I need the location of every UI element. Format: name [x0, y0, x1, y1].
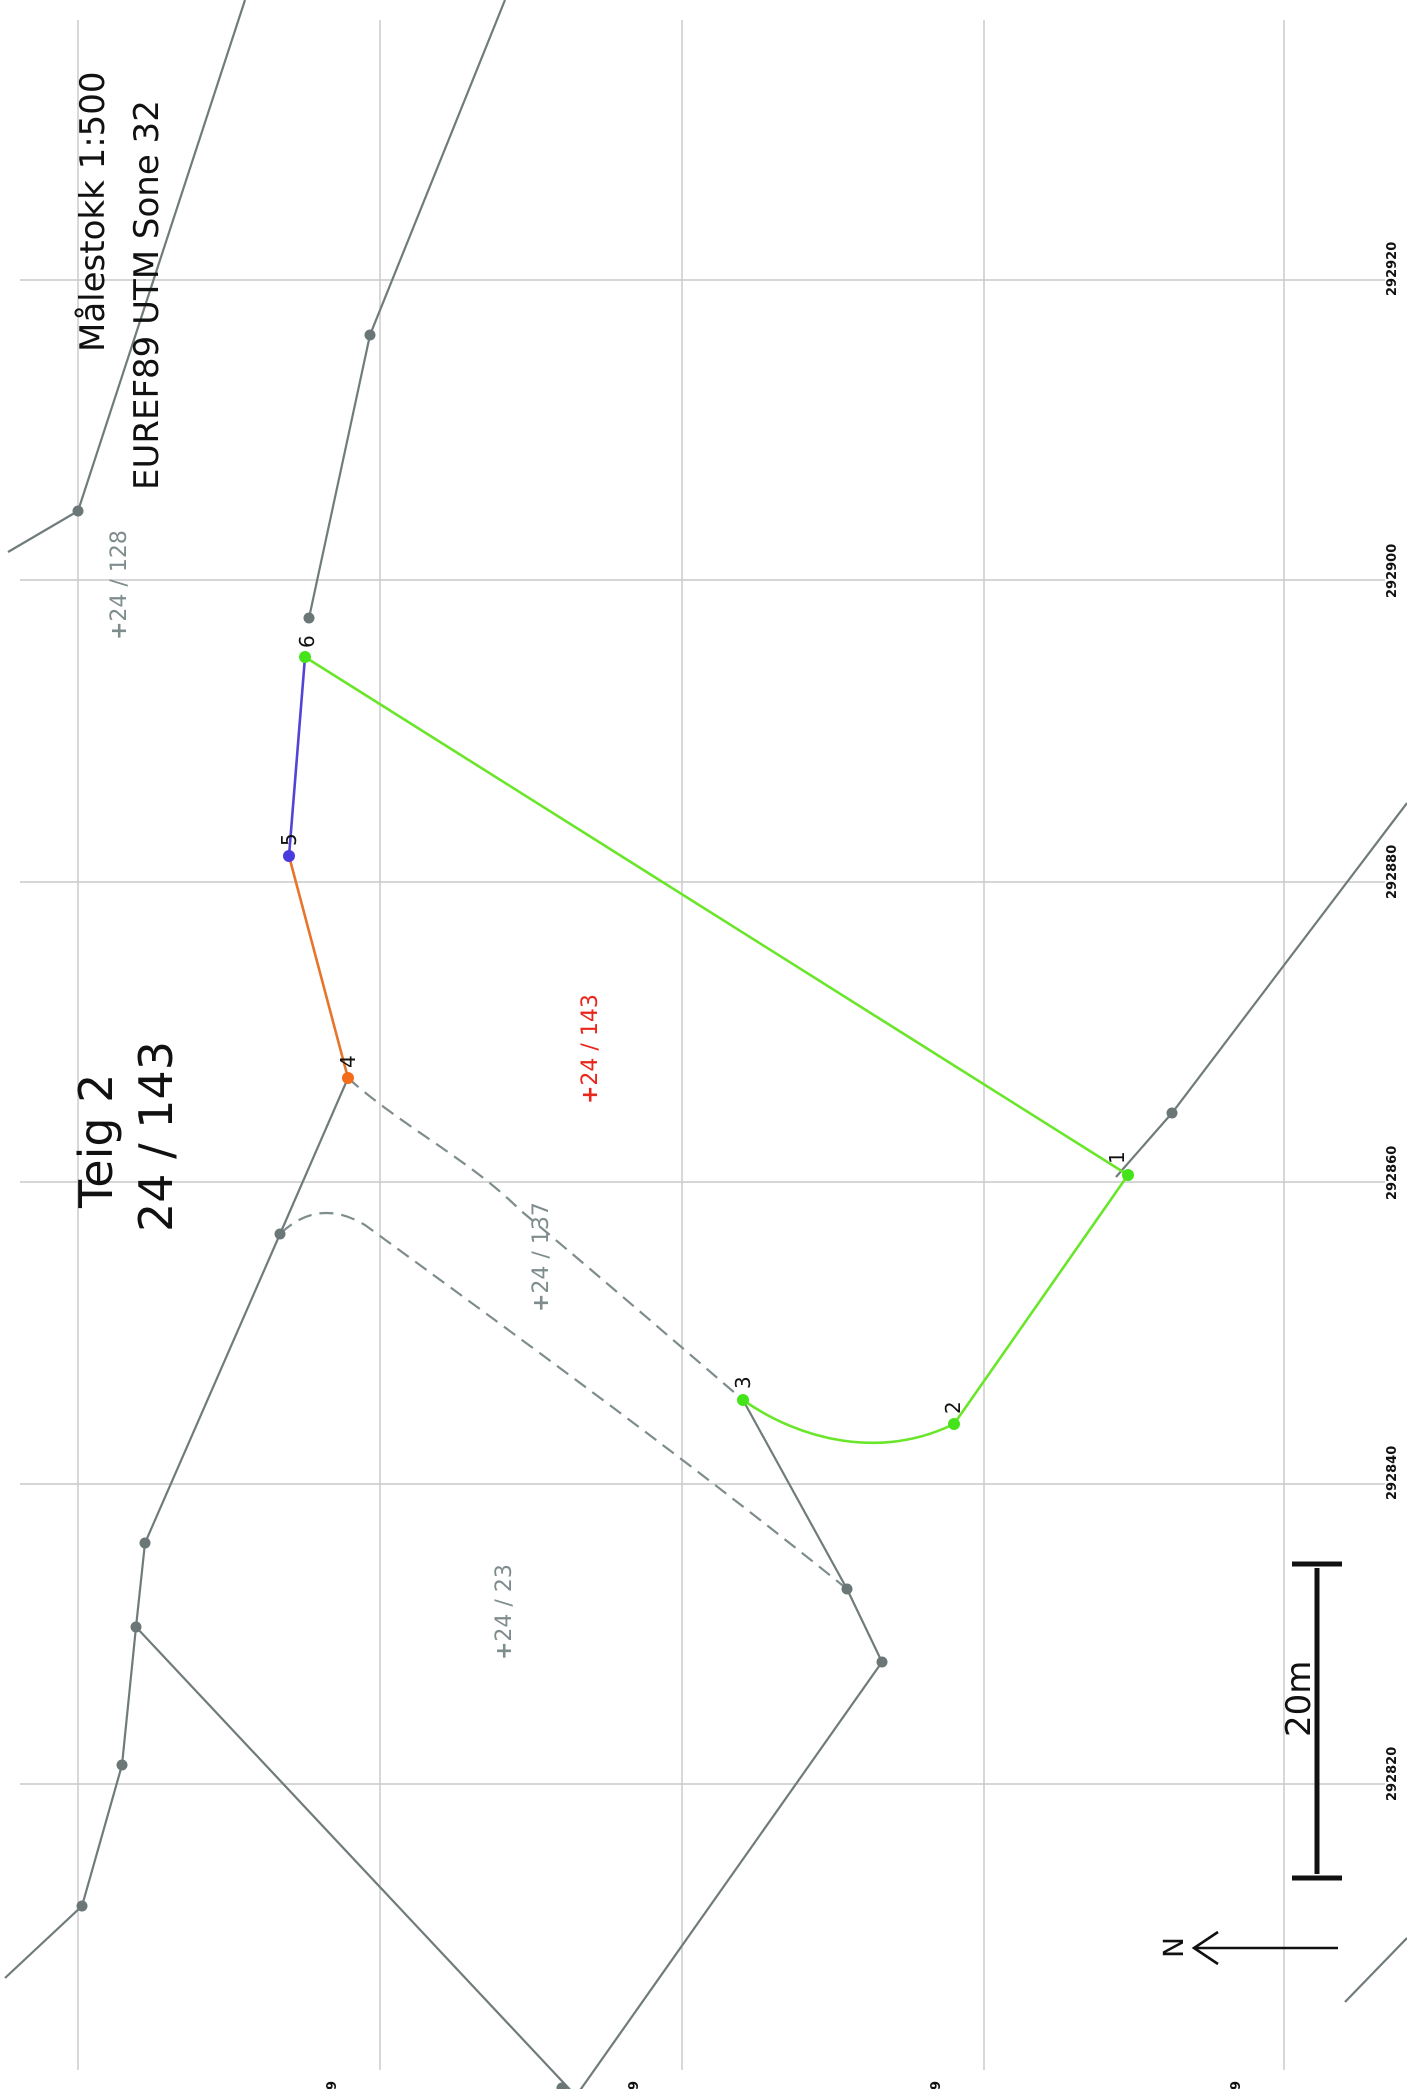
point-label: 4: [336, 1055, 360, 1068]
easting-label: 292880: [1385, 845, 1400, 899]
northing-label: 6715380: [1226, 2081, 1241, 2089]
point-1-marker: [1122, 1169, 1134, 1181]
boundary-point-markers: [72, 329, 1178, 2089]
dashed-boundary-line: [279, 1211, 848, 1590]
boundary-point: [841, 1583, 853, 1595]
segment-1-6: [304, 655, 1129, 1177]
scale-bar: [1292, 1561, 1342, 1881]
map-subtitle: 24 / 143: [129, 1041, 183, 1232]
northing-label: 6715400: [926, 2081, 941, 2089]
point-4-marker: [342, 1072, 354, 1084]
northing-label: 6715420: [624, 2081, 639, 2089]
boundary-point: [303, 612, 315, 624]
teig-points: [283, 651, 1134, 1430]
segment-6-5: [287, 656, 307, 857]
easting-label: 292820: [1385, 1747, 1400, 1801]
parcel-label: +24 / 128: [107, 530, 132, 640]
boundary-point: [130, 1621, 142, 1633]
point-label: 2: [941, 1401, 965, 1414]
boundary-point: [274, 1228, 286, 1240]
map-title: Teig 2: [69, 1074, 123, 1209]
boundary-point: [364, 329, 376, 341]
crs-text: EUREF89 UTM Sone 32: [127, 100, 167, 490]
boundary-point: [556, 2082, 568, 2089]
segment-2-1: [952, 1174, 1130, 1425]
easting-label: 292900: [1385, 544, 1400, 598]
boundary-point: [72, 505, 84, 517]
parcel-label: +24 / 137: [529, 1202, 554, 1312]
boundary-point: [116, 1759, 128, 1771]
point-label: 6: [295, 635, 319, 648]
scale-text: Målestokk 1:500: [73, 71, 113, 352]
north-label: N: [1156, 1937, 1189, 1958]
point-label: 3: [731, 1376, 755, 1389]
segment-3-2: [742, 1398, 955, 1445]
point-2-marker: [948, 1418, 960, 1430]
boundary-point: [139, 1537, 151, 1549]
parcel-label: +24 / 143: [578, 994, 603, 1104]
northing-label: 6715440: [322, 2081, 337, 2089]
scale-bar-label: 20m: [1279, 1661, 1319, 1737]
easting-label: 292920: [1385, 242, 1400, 296]
north-arrow: N: [1156, 1930, 1338, 1966]
point-label: 1: [1105, 1151, 1129, 1164]
arrow-icon: [1191, 1930, 1338, 1966]
dashed-boundaries: [279, 1077, 848, 1590]
parcel-labels: +24 / 128 +24 / 143 +24 / 137 +24 / 23: [107, 530, 603, 1660]
teig-2-boundary: [287, 655, 1130, 1445]
grid-labels: 292920 292900 292880 292860 292840 29282…: [322, 242, 1400, 2089]
point-5-marker: [283, 850, 295, 862]
coordinate-grid: [20, 20, 1385, 2070]
easting-label: 292840: [1385, 1446, 1400, 1500]
dashed-boundary-line: [347, 1077, 744, 1401]
boundary-line: [135, 1626, 571, 2089]
point-3-marker: [737, 1394, 749, 1406]
parcel-label: +24 / 23: [492, 1564, 517, 1660]
segment-5-4: [287, 855, 350, 1079]
point-labels: 1 2 3 4 5 6: [277, 635, 1129, 1414]
boundary-point: [76, 1900, 88, 1912]
boundary-line: [1344, 1937, 1407, 2003]
easting-label: 292860: [1385, 1146, 1400, 1200]
point-6-marker: [299, 651, 311, 663]
boundary-point: [876, 1656, 888, 1668]
point-label: 5: [277, 833, 301, 846]
boundary-point: [1166, 1107, 1178, 1119]
